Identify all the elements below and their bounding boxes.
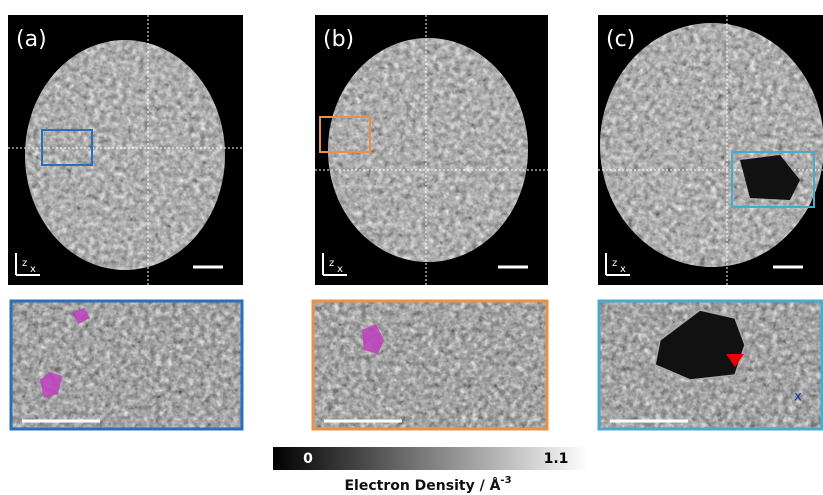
panel-label: (a): [16, 27, 47, 52]
axis-label-x: x: [337, 264, 343, 275]
inset-texture: [10, 300, 243, 430]
particle-texture: [600, 23, 823, 267]
colorbar-title-sup: -3: [500, 475, 511, 486]
colorbar-title: Electron Density / Å-3: [344, 475, 511, 494]
panel-label: (c): [606, 27, 635, 52]
inset-texture: [312, 300, 548, 430]
axis-label-x: x: [620, 264, 626, 275]
axis-label-z: z: [22, 258, 27, 269]
colorbar-title-main: Electron Density / Å: [344, 477, 500, 494]
figure: 0 1.1 Electron Density / Å-3 (a)zx(b)zx(…: [0, 0, 823, 495]
particle-texture: [25, 40, 225, 270]
axis-label-x: x: [30, 264, 36, 275]
panel-label: (b): [323, 27, 354, 52]
axis-label-z: z: [612, 258, 617, 269]
colorbar-max: 1.1: [544, 451, 569, 467]
colorbar-min: 0: [303, 451, 313, 467]
axis-label-z: z: [329, 258, 334, 269]
inset-marker: x: [794, 390, 802, 405]
particle-texture: [328, 38, 528, 262]
colorbar: [273, 447, 588, 470]
